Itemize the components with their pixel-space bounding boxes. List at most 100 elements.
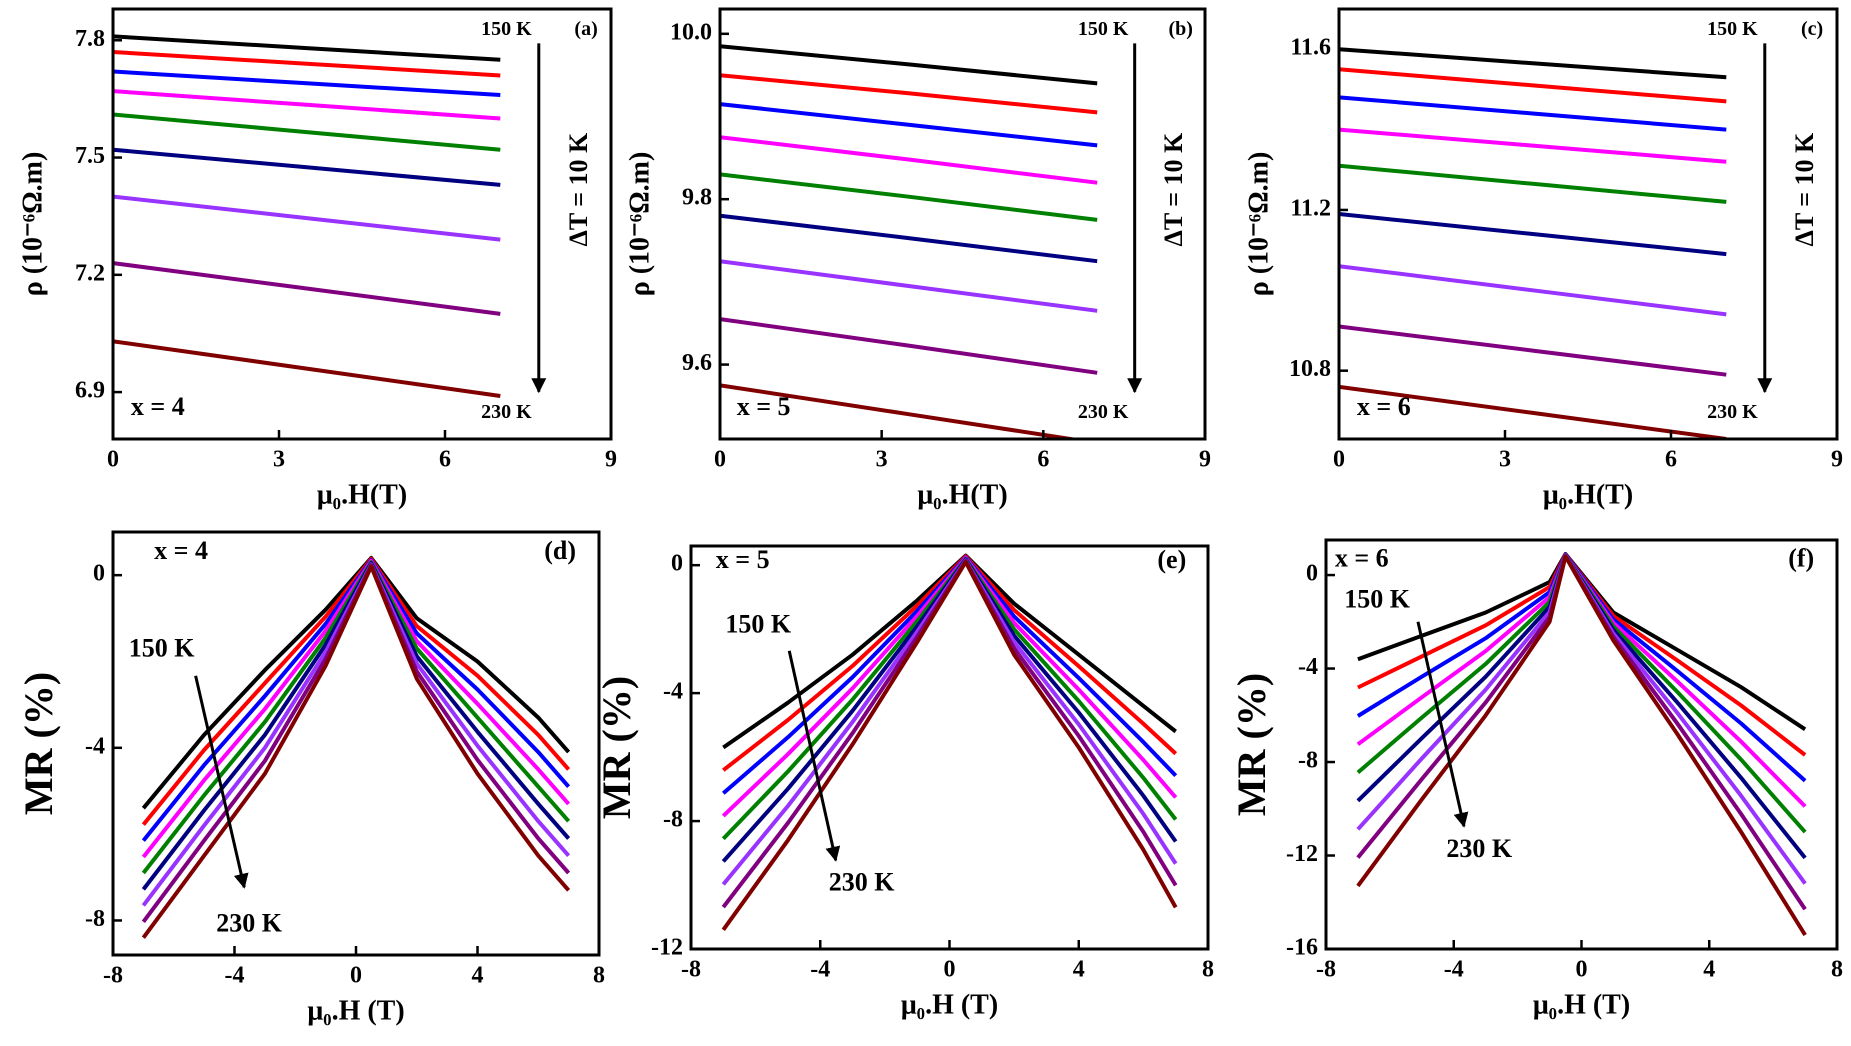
annotation: (c) <box>1801 18 1823 40</box>
annotation: 230 K <box>1446 834 1513 863</box>
x-axis-label: μ₀.H(T) <box>1543 479 1633 510</box>
x-axis-label: μ₀.H(T) <box>317 479 407 510</box>
annotation: (b) <box>1169 18 1193 40</box>
y-axis-label: MR (%) <box>594 676 639 819</box>
annotation: (a) <box>574 18 597 40</box>
data-line <box>721 560 1178 931</box>
x-tick-label: -4 <box>225 963 245 989</box>
x-axis-label: μ₀.H (T) <box>1533 989 1630 1020</box>
data-line <box>113 339 501 398</box>
x-tick-label: 0 <box>714 447 726 473</box>
data-line <box>720 317 1098 375</box>
data-line <box>113 147 501 187</box>
x-tick-label: 9 <box>605 447 617 473</box>
arrow <box>1416 621 1469 828</box>
y-tick-label: 10.0 <box>670 19 712 45</box>
annotation: x = 5 <box>737 392 791 421</box>
x-tick-label: 0 <box>1333 447 1345 473</box>
annotation: 150 K <box>1078 18 1129 40</box>
y-axis-label: MR (%) <box>1229 673 1274 816</box>
data-line <box>1339 264 1727 317</box>
data-line <box>113 112 501 152</box>
x-tick-label: 0 <box>350 963 362 989</box>
annotation: 150 K <box>1344 584 1411 613</box>
data-line <box>1339 67 1727 104</box>
x-tick-label: 3 <box>1499 447 1511 473</box>
data-line <box>1339 47 1727 80</box>
data-line <box>113 194 501 242</box>
data-line <box>720 259 1098 313</box>
y-axis-label: ρ (10⁻⁶Ω.m) <box>1243 152 1274 297</box>
y-tick-label: -8 <box>85 906 105 932</box>
data-line <box>1339 384 1727 439</box>
data-line <box>113 261 501 316</box>
annotation: x = 6 <box>1335 543 1389 572</box>
x-tick-label: 8 <box>593 963 605 989</box>
data-line <box>720 135 1098 185</box>
x-tick-label: 6 <box>1665 447 1677 473</box>
x-tick-label: 9 <box>1831 447 1843 473</box>
annotation: x = 4 <box>131 392 185 421</box>
y-tick-label: 10.8 <box>1289 356 1331 382</box>
y-tick-label: -4 <box>1298 654 1318 680</box>
x-tick-label: 6 <box>439 447 451 473</box>
x-tick-label: 4 <box>472 963 484 989</box>
annotation: x = 5 <box>716 545 770 574</box>
data-line <box>1339 212 1727 257</box>
x-axis-label: μ₀.H(T) <box>917 479 1007 510</box>
y-tick-label: 7.5 <box>75 143 105 169</box>
x-tick-label: 4 <box>1073 957 1085 983</box>
y-tick-label: -12 <box>1286 841 1318 867</box>
annotation: ΔT = 10 K <box>564 132 593 246</box>
data-line <box>1339 95 1727 132</box>
x-tick-label: 8 <box>1202 957 1214 983</box>
x-tick-label: 9 <box>1199 447 1211 473</box>
y-axis-label: ρ (10⁻⁶Ω.m) <box>17 152 48 297</box>
y-tick-label: 0 <box>93 561 105 587</box>
data-line <box>720 73 1098 115</box>
x-axis-label: μ₀.H (T) <box>307 995 404 1026</box>
data-line <box>720 102 1098 148</box>
y-tick-label: 0 <box>671 551 683 577</box>
x-tick-label: 4 <box>1703 957 1715 983</box>
x-axis-label: μ₀.H (T) <box>901 989 998 1020</box>
data-line <box>113 34 501 62</box>
x-tick-label: 0 <box>107 447 119 473</box>
x-tick-label: 8 <box>1831 957 1843 983</box>
annotation: 150 K <box>1707 18 1758 40</box>
x-tick-label: -8 <box>681 957 701 983</box>
arrow <box>194 675 249 889</box>
annotation: x = 6 <box>1357 392 1411 421</box>
data-line <box>1339 324 1727 377</box>
y-tick-label: 11.2 <box>1290 195 1331 221</box>
annotation: (f) <box>1788 543 1814 572</box>
y-tick-label: 0 <box>1306 561 1318 587</box>
annotation: 230 K <box>1078 401 1129 423</box>
data-line <box>720 213 1098 264</box>
x-tick-label: 0 <box>1576 957 1588 983</box>
annotation: (e) <box>1157 545 1186 574</box>
data-line <box>1339 163 1727 204</box>
y-tick-label: 6.9 <box>75 378 105 404</box>
data-line <box>720 383 1084 439</box>
y-tick-label: 7.2 <box>75 260 105 286</box>
y-tick-label: -8 <box>663 807 683 833</box>
annotation: ΔT = 10 K <box>1790 132 1819 246</box>
x-tick-label: 3 <box>876 447 888 473</box>
y-tick-label: 7.8 <box>75 26 105 52</box>
plot-frame <box>718 7 1207 441</box>
annotation: x = 4 <box>154 536 208 565</box>
data-line <box>1356 554 1807 937</box>
y-tick-label: 9.8 <box>682 185 712 211</box>
x-tick-label: 0 <box>944 957 956 983</box>
x-tick-label: 3 <box>273 447 285 473</box>
data-line <box>141 563 571 923</box>
y-tick-label: -4 <box>85 733 105 759</box>
data-line <box>1356 553 1807 808</box>
y-tick-label: 9.6 <box>682 350 712 376</box>
annotation: 230 K <box>829 867 896 896</box>
x-tick-label: 6 <box>1037 447 1049 473</box>
annotation: (d) <box>544 536 576 565</box>
